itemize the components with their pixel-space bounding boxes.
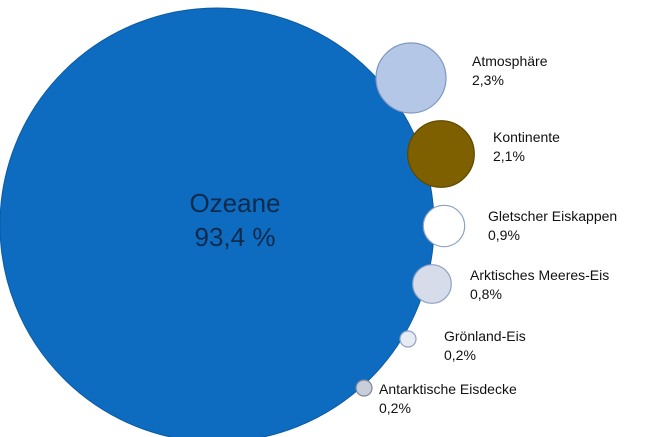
label-value-kontinente: 2,1% [493,148,525,164]
bubble-gletscher-eiskappen [422,204,466,248]
label-name-groenland: Grönland-Eis [444,328,526,344]
label-name-antarktis: Antarktische Eisdecke [379,381,517,397]
bubble-label-atmosphaere: Atmosphäre 2,3% [472,52,547,90]
bubble-label-kontinente: Kontinente 2,1% [493,128,560,166]
bubble-label-gletscher: Gletscher Eiskappen 0,9% [488,207,617,245]
bubble-atmosph-re [375,42,447,114]
bubble-label-arktis: Arktisches Meeres-Eis 0,8% [470,266,609,304]
label-value-arktis: 0,8% [470,286,502,302]
label-name-gletscher: Gletscher Eiskappen [488,208,618,224]
bubble-arktisches-meeres-eis [412,264,452,304]
label-value-ozeane: 93,4 % [194,222,276,252]
bubble-gr-nland-eis [399,330,417,348]
bubble-label-antarktis: Antarktische Eisdecke 0,2% [379,380,517,418]
label-value-antarktis: 0,2% [379,400,411,416]
label-name-kontinente: Kontinente [493,129,560,145]
label-value-gletscher: 0,9% [488,227,520,243]
bubble-kontinente [407,120,475,188]
label-name-arktis: Arktisches Meeres-Eis [470,267,610,283]
label-name-atmosphaere: Atmosphäre [472,53,548,69]
bubble-antarktische-eisdecke [355,379,373,397]
bubble-label-groenland: Grönland-Eis 0,2% [444,327,526,365]
label-value-groenland: 0,2% [444,347,476,363]
bubble-label-ozeane: Ozeane 93,4 % [135,186,335,254]
label-name-ozeane: Ozeane [189,188,281,218]
label-value-atmosphaere: 2,3% [472,72,504,88]
